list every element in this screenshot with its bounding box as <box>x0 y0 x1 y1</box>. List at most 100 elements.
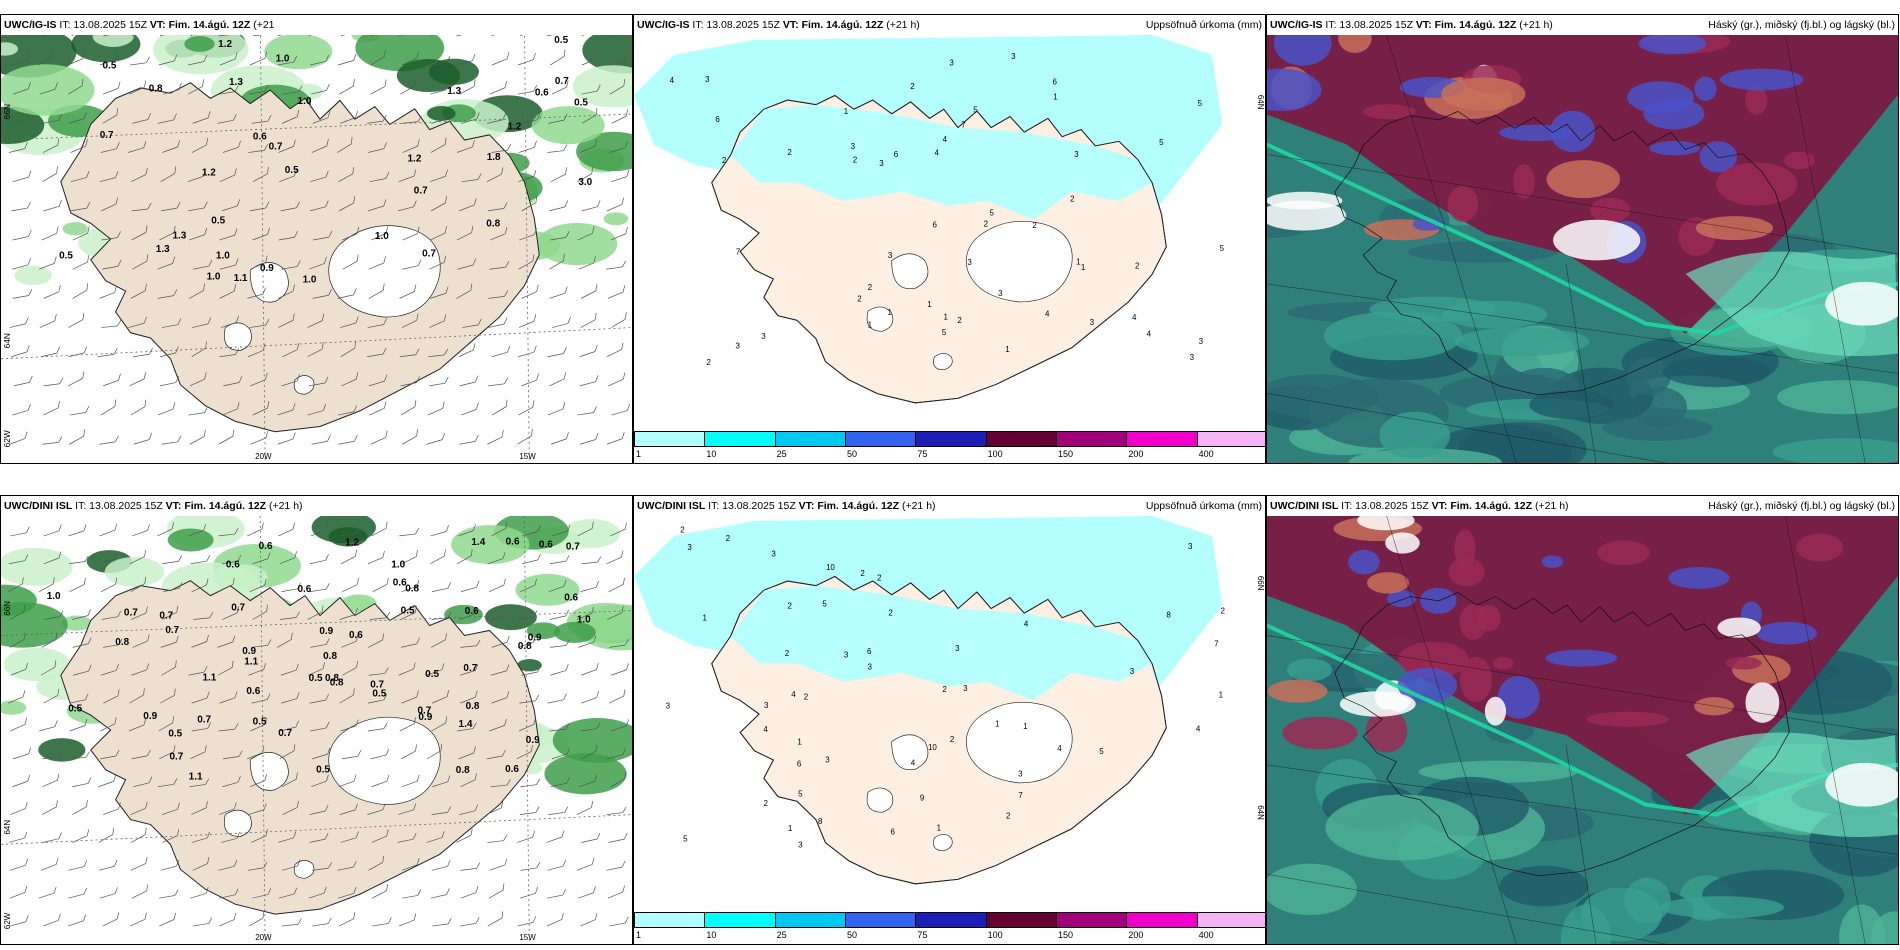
map-svg <box>1267 516 1898 944</box>
wind-barb <box>371 521 388 537</box>
precip-value-label: 2 <box>804 693 809 702</box>
wind-barb <box>250 255 268 270</box>
precip-value-label: 1.1 <box>234 273 248 284</box>
wind-barb <box>489 260 510 270</box>
wind-barb <box>577 857 595 871</box>
wind-barb <box>190 887 209 899</box>
wind-barb <box>487 430 504 445</box>
colorbar-tick: 200 <box>1128 449 1144 459</box>
wind-barb <box>459 607 478 620</box>
map-canvas[interactable] <box>1267 35 1898 463</box>
precip-value-label: 3 <box>1090 318 1095 327</box>
wind-barb <box>606 197 625 212</box>
wind-barb <box>219 85 239 95</box>
wind-barb <box>430 83 449 95</box>
wind-barb <box>192 317 212 328</box>
map-canvas[interactable] <box>1267 516 1898 944</box>
wind-barb <box>399 348 420 358</box>
wind-barb <box>9 317 29 328</box>
wind-barb <box>578 635 597 648</box>
precip-value-label: 4 <box>1196 725 1201 734</box>
wind-barb <box>222 606 240 620</box>
precip-value-label: 1 <box>868 320 873 329</box>
wind-barb <box>430 525 449 537</box>
wind-barb <box>162 802 180 815</box>
wind-barb <box>12 289 33 299</box>
precip-value-label: 0.7 <box>269 141 283 152</box>
colorbar-segment <box>704 431 776 447</box>
precip-value-label: 1.0 <box>298 96 312 107</box>
panel-title: UWC/IG-IS IT: 13.08.2025 15Z VT: Fim. 14… <box>634 15 1265 35</box>
precip-value-label: 3 <box>1188 542 1193 551</box>
map-canvas[interactable]: 3.0 1.8 0.8 0.7 0.5 0.7 0.6 1.0 0.5 1.3 1.0 0.5 1.0 1… <box>1 15 632 463</box>
wind-barb <box>518 345 537 358</box>
wind-barb <box>221 199 240 212</box>
wind-barb <box>252 227 270 241</box>
precip-value-label: 1 <box>927 300 932 309</box>
wind-barb <box>400 376 420 387</box>
wind-barb <box>42 166 58 183</box>
wind-barb <box>42 773 60 788</box>
wind-barb <box>402 259 422 270</box>
wind-barb <box>189 283 205 299</box>
wind-barb <box>431 806 452 815</box>
colorbar-tick: 1 <box>636 930 642 940</box>
wind-barb <box>581 744 598 760</box>
wind-barb <box>398 662 416 676</box>
wind-barb <box>251 693 271 704</box>
wind-barb <box>102 81 121 95</box>
wind-barb <box>457 258 477 270</box>
precip-value-label: 3 <box>967 258 972 267</box>
wind-barb <box>131 663 150 676</box>
wind-barb <box>581 84 601 95</box>
precip-value-label: 5 <box>973 106 978 115</box>
precip-value-label: 0.8 <box>405 583 419 594</box>
wind-barb <box>610 771 627 788</box>
wind-barb <box>43 401 60 416</box>
wind-barb <box>400 605 418 620</box>
wind-barb <box>162 555 182 565</box>
map-canvas[interactable]: 3 2 3 3 2 3 2 3 5 4 6 3 3 4 10 3 4 2 5 6 7 9 8 4 3 2 1 5 6 2 1 10 8 4 2 2 3 3… <box>634 516 1265 910</box>
precip-value-label: 7 <box>1214 640 1219 649</box>
precip-value-label: 2 <box>680 526 685 535</box>
wind-barb <box>192 259 213 270</box>
map-canvas[interactable]: 0.8 0.7 1.1 0.9 0.5 0.6 0.9 0.8 0.5 0.8 1.0 1.4 0.5 0… <box>1 516 632 944</box>
wind-barb <box>161 660 177 676</box>
wind-barb <box>576 800 594 815</box>
wind-barb <box>401 889 422 899</box>
wind-barb <box>342 660 358 676</box>
wind-barb <box>100 142 120 153</box>
wind-barb <box>249 201 270 212</box>
wind-barb <box>68 914 86 927</box>
wind-barb <box>431 195 447 212</box>
precip-value-label: 4 <box>791 690 796 699</box>
wind-barb <box>41 226 59 241</box>
wind-barb <box>43 377 64 387</box>
wind-barb <box>609 916 629 927</box>
wind-barb <box>490 779 511 788</box>
wind-barb <box>43 610 64 620</box>
precip-value-label: 1.3 <box>156 244 170 255</box>
wind-barb <box>429 169 448 183</box>
precip-value-label: 4 <box>1147 329 1152 338</box>
wind-barb <box>130 801 148 815</box>
wind-barb <box>430 888 450 899</box>
precip-value-label: 1.0 <box>47 591 61 602</box>
wind-barb <box>310 523 329 537</box>
wind-barb <box>129 371 146 387</box>
wind-barb <box>218 723 239 732</box>
wind-barb <box>426 743 443 760</box>
map-panel-ig-clouds: UWC/IG-IS IT: 13.08.2025 15Z VT: Fim. 14… <box>1266 14 1899 464</box>
precip-value-label: 0.6 <box>246 686 260 697</box>
wind-barb <box>252 552 271 565</box>
wind-barb <box>132 634 150 648</box>
wind-barb <box>608 372 626 387</box>
wind-barb <box>487 202 508 212</box>
wind-barb <box>611 169 630 183</box>
wind-barb <box>400 79 416 95</box>
precip-value-label: 0.7 <box>463 663 477 674</box>
wind-barb <box>128 316 147 328</box>
wind-barb <box>489 80 507 95</box>
